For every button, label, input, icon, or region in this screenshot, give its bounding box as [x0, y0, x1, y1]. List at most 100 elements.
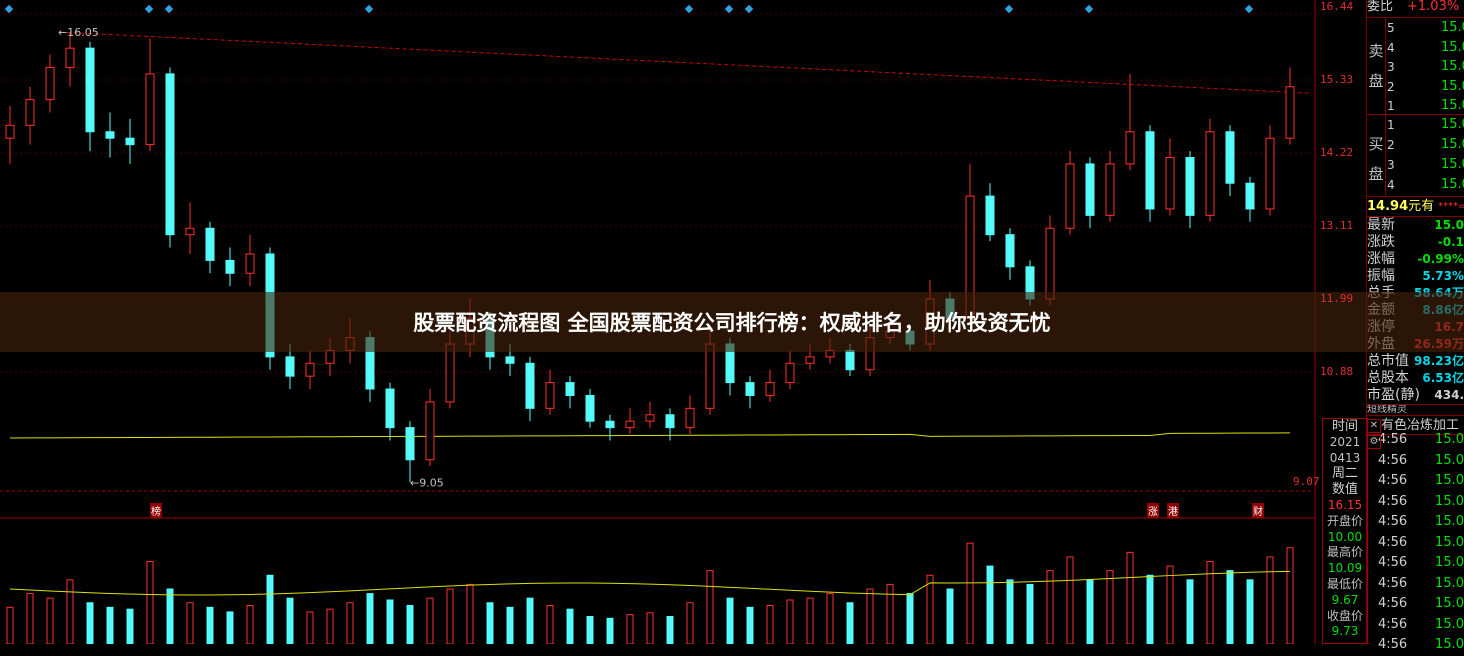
candle-body: [305, 362, 315, 377]
rank-marker[interactable]: 榜: [150, 503, 162, 518]
crosshair-info-box: 时间 2021 0413 周二 数值 16.15 开盘价 10.00 最高价 1…: [1322, 418, 1381, 644]
candle-body: [1105, 163, 1115, 216]
candle-body: [1185, 156, 1195, 216]
tick-row: 4:56 15.0: [1378, 635, 1464, 656]
volume-bar: [426, 597, 434, 644]
tick-row: 4:56 15.0: [1378, 512, 1464, 533]
promo-row[interactable]: 14.94 元有 ****=: [1367, 197, 1464, 217]
volume-bar: [206, 606, 214, 644]
tick-time: 4:56: [1378, 555, 1408, 570]
volume-bar: [126, 608, 134, 644]
promo-price: 14.94: [1367, 199, 1409, 214]
tick-row: 4:56 15.0: [1378, 471, 1464, 492]
candle-body: [1245, 182, 1255, 210]
volume-bar: [486, 602, 494, 644]
sell-level[interactable]: 115.0: [1367, 96, 1464, 116]
volume-bar: [6, 606, 14, 644]
candle-body: [425, 401, 435, 461]
low-value: 9.67: [1331, 592, 1359, 607]
tick-time: 4:56: [1378, 575, 1408, 591]
volume-bar: [1126, 551, 1134, 644]
tick-time: 4:56: [1378, 473, 1408, 488]
volume-bar: [1086, 579, 1094, 644]
volume-bar: [986, 565, 994, 644]
signal-diamond: [1084, 4, 1094, 14]
candle-body: [25, 99, 35, 126]
tick-time: 4:56: [1378, 596, 1408, 611]
volume-bar: [606, 617, 614, 644]
signal-diamond: [364, 4, 374, 14]
candle-body: [1285, 86, 1295, 139]
buy-level[interactable]: 415.0: [1367, 175, 1464, 195]
settings-icon[interactable]: ⚙: [1367, 435, 1381, 449]
tick-price: 15.0: [1435, 616, 1464, 632]
candle-body: [1005, 234, 1015, 268]
volume-bar: [1006, 579, 1014, 644]
low-label: 最低价: [1326, 576, 1363, 591]
tick-price: 15.0: [1435, 473, 1464, 488]
volume-bar: [66, 579, 74, 644]
price: 15.0: [1441, 177, 1464, 192]
volume-bar: [286, 597, 294, 644]
tick-price: 15.0: [1435, 452, 1464, 468]
buy-level[interactable]: 315.0: [1367, 155, 1464, 175]
divider: [1385, 115, 1386, 197]
stat-value: 6.53亿: [1422, 371, 1464, 385]
candle-body: [1145, 131, 1155, 210]
industry-row[interactable]: 有色冶炼加工: [1367, 415, 1464, 435]
volume-ma-line: [9, 570, 1291, 596]
promo-stars: ****=: [1438, 201, 1464, 212]
hk-marker[interactable]: 港: [1167, 503, 1179, 518]
volume-bar: [226, 611, 234, 644]
candle-body: [1165, 156, 1175, 210]
candle-body: [1225, 131, 1235, 184]
stat-value: 5.73%: [1422, 269, 1464, 283]
open-value: 10.00: [1327, 529, 1363, 544]
candle-body: [845, 349, 855, 371]
tick-row: 4:56 15.0: [1378, 492, 1464, 513]
volume-bar: [506, 606, 514, 644]
price-tick: 15.33: [1320, 73, 1354, 86]
candle-body: [225, 259, 235, 274]
sell-level[interactable]: 415.0: [1367, 38, 1464, 58]
candle-body: [45, 66, 55, 101]
volume-bar: [806, 597, 814, 644]
tick-time: 4:56: [1378, 493, 1408, 509]
volume-bar: [966, 542, 974, 644]
signal-diamond: [144, 4, 154, 14]
volume-bar: [866, 588, 874, 644]
weekday: 周二: [1331, 466, 1358, 482]
sell-level[interactable]: 215.0: [1367, 77, 1464, 97]
tick-price: 15.0: [1435, 596, 1464, 611]
sell-level[interactable]: 515.0: [1367, 18, 1464, 38]
signal-diamond: [684, 4, 694, 14]
promo-text: 元有: [1408, 199, 1435, 214]
stat-label: 振幅: [1367, 268, 1395, 284]
volume-bar: [846, 602, 854, 644]
volume-bar: [786, 599, 794, 644]
volume-bar: [1286, 547, 1294, 644]
volume-bar: [1226, 570, 1234, 644]
section-header[interactable]: 短线精灵: [1367, 405, 1407, 415]
finance-marker[interactable]: 财: [1252, 503, 1264, 518]
candle-body: [1045, 227, 1055, 300]
tick-time: 4:56: [1378, 452, 1408, 468]
price: 15.0: [1441, 117, 1464, 132]
candle-body: [685, 407, 695, 429]
tick-row: 4:56 15.0: [1378, 553, 1464, 574]
divider: [1385, 18, 1386, 115]
candle-body: [665, 414, 675, 429]
tick-price: 15.0: [1435, 493, 1464, 509]
tick-time: 4:56: [1378, 514, 1408, 529]
candle-body: [1085, 163, 1095, 216]
stat-label: 涨幅: [1367, 251, 1395, 267]
price: 15.0: [1441, 78, 1464, 94]
buy-level[interactable]: 115.0: [1367, 115, 1464, 135]
sell-level[interactable]: 315.0: [1367, 57, 1464, 77]
buy-level[interactable]: 215.0: [1367, 135, 1464, 155]
close-icon[interactable]: ✕: [1367, 419, 1381, 433]
limit-up-marker[interactable]: 涨: [1147, 503, 1159, 518]
headline-banner: 股票配资流程图 全国股票配资公司排行榜：权威排名，助你投资无忧: [0, 292, 1464, 352]
moving-average-line: [9, 432, 1291, 439]
tick-row: 4:56 15.0: [1378, 594, 1464, 615]
